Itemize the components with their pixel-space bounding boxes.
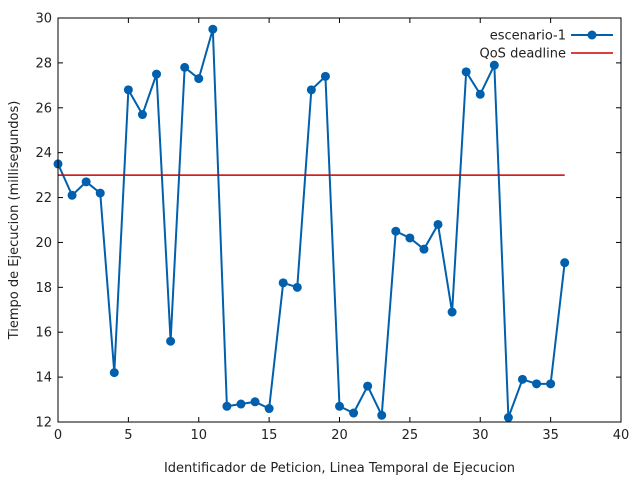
x-axis-label: Identificador de Peticion, Linea Tempora… bbox=[164, 461, 515, 476]
y-tick-label: 16 bbox=[35, 326, 52, 341]
data-point bbox=[363, 381, 373, 391]
data-point bbox=[194, 74, 204, 84]
data-point bbox=[475, 89, 485, 99]
data-point bbox=[222, 401, 232, 411]
y-tick-label: 12 bbox=[35, 416, 52, 431]
data-point bbox=[236, 399, 246, 409]
data-point bbox=[95, 188, 105, 198]
y-tick-label: 24 bbox=[35, 146, 52, 161]
x-tick-label: 20 bbox=[331, 428, 348, 443]
data-point bbox=[517, 374, 527, 384]
data-point bbox=[264, 404, 274, 414]
x-tick-label: 30 bbox=[472, 428, 489, 443]
data-point bbox=[278, 278, 288, 288]
legend-label: QoS deadline bbox=[480, 47, 567, 62]
data-point bbox=[67, 190, 77, 200]
data-point bbox=[546, 379, 556, 389]
x-tick-label: 40 bbox=[613, 428, 630, 443]
plot-frame bbox=[57, 17, 622, 423]
y-axis-label: Tiempo de Ejecucion (millisegundos) bbox=[7, 101, 22, 341]
x-tick-label: 10 bbox=[190, 428, 207, 443]
data-point bbox=[180, 62, 190, 72]
y-tick-label: 26 bbox=[35, 101, 52, 116]
data-point bbox=[208, 24, 218, 34]
data-point bbox=[152, 69, 162, 79]
data-point bbox=[532, 379, 542, 389]
data-point bbox=[405, 233, 415, 243]
data-point bbox=[489, 60, 499, 70]
data-point bbox=[391, 226, 401, 236]
data-point bbox=[123, 85, 133, 95]
legend-marker bbox=[587, 30, 597, 40]
data-point bbox=[109, 368, 119, 378]
data-point bbox=[349, 408, 359, 418]
data-point bbox=[433, 219, 443, 229]
x-tick-label: 35 bbox=[542, 428, 559, 443]
legend-label: escenario-1 bbox=[490, 29, 566, 44]
y-tick-label: 30 bbox=[35, 12, 52, 27]
data-point bbox=[137, 110, 147, 120]
data-point bbox=[503, 413, 513, 423]
plot-area bbox=[53, 24, 570, 423]
data-point bbox=[419, 244, 429, 254]
y-tick-label: 28 bbox=[35, 56, 52, 71]
data-point bbox=[166, 336, 176, 346]
data-point bbox=[306, 85, 316, 95]
x-axis: 0 5 10 15 20 25 30 35 40 bbox=[54, 18, 629, 443]
y-tick-label: 20 bbox=[35, 236, 52, 251]
x-tick-label: 5 bbox=[124, 428, 132, 443]
data-point bbox=[335, 401, 344, 411]
x-tick-label: 25 bbox=[402, 428, 419, 443]
y-tick-label: 14 bbox=[35, 371, 52, 386]
y-tick-label: 22 bbox=[35, 191, 52, 206]
data-point bbox=[320, 71, 330, 81]
y-tick-label: 18 bbox=[35, 281, 52, 296]
x-tick-label: 0 bbox=[54, 428, 62, 443]
data-point bbox=[447, 307, 457, 317]
data-point bbox=[560, 258, 570, 268]
x-tick-label: 15 bbox=[261, 428, 278, 443]
data-point bbox=[250, 397, 260, 407]
data-point bbox=[292, 282, 302, 292]
data-point bbox=[81, 177, 91, 187]
data-point bbox=[377, 410, 387, 420]
data-point bbox=[461, 67, 471, 77]
legend: escenario-1 QoS deadline bbox=[480, 29, 613, 62]
